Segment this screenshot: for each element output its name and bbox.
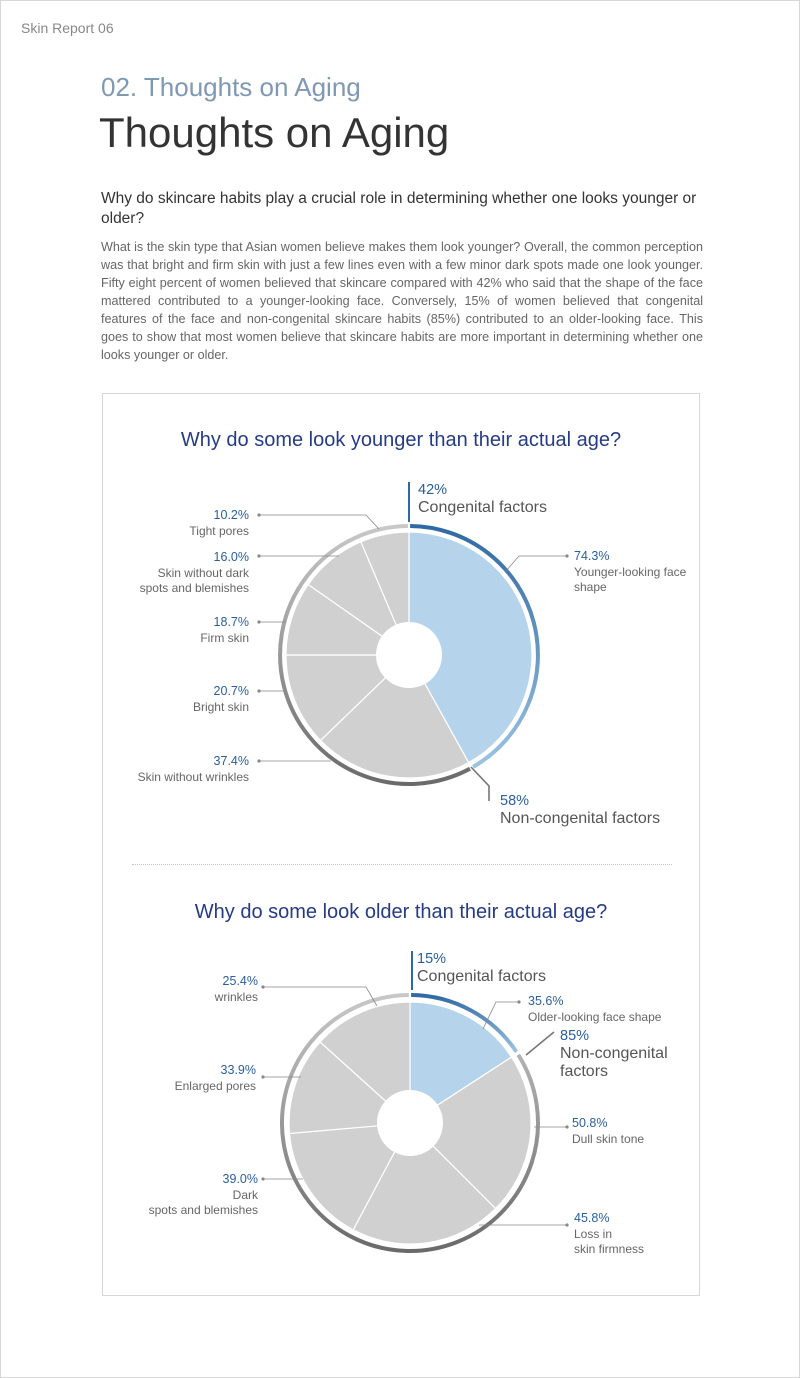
slice-label-3: Dark spots and blemishes — [149, 1188, 259, 1217]
non-congenital-ring-arc — [278, 524, 471, 786]
pie-slice-3 — [285, 583, 411, 656]
group-label-1: Non-congenital factors — [560, 1045, 668, 1080]
slice-leader-dot-2 — [257, 689, 261, 693]
slice-leader-5 — [259, 514, 380, 530]
pie-slice-1 — [409, 1056, 532, 1210]
intro-question: Why do skincare habits play a crucial ro… — [101, 190, 697, 227]
slice-value-0: 35.6% — [528, 994, 563, 1008]
slice-label-2: Loss in skin firmness — [574, 1227, 644, 1256]
donut-hole — [377, 1090, 443, 1156]
page-title: Thoughts on Aging — [99, 109, 450, 156]
slice-value-1: 37.4% — [214, 754, 249, 768]
slice-label-5: Tight pores — [189, 524, 249, 538]
slice-value-2: 20.7% — [214, 684, 249, 698]
donut-hole — [376, 622, 442, 688]
slice-leader-0 — [482, 1001, 519, 1030]
non-congenital-ring-arc — [280, 993, 540, 1253]
slice-leader-dot-0 — [517, 1000, 521, 1004]
slice-label-0: Younger-looking face shape — [574, 565, 687, 594]
pie-slice-2 — [285, 654, 411, 742]
slice-value-1: 50.8% — [572, 1116, 607, 1130]
slice-leader-dot-4 — [261, 1075, 265, 1079]
slice-label-1: Dull skin tone — [572, 1132, 644, 1146]
group-value-0: 15% — [417, 951, 446, 967]
slice-label-0: Older-looking face shape — [528, 1010, 662, 1024]
group-label-1: Non-congenital factors — [500, 810, 660, 827]
slice-leader-0 — [505, 555, 567, 572]
slice-label-1: Skin without wrinkles — [138, 770, 249, 784]
pie-slice-0 — [408, 531, 533, 764]
slice-label-4: Enlarged pores — [175, 1079, 256, 1093]
congenital-ring-arc — [410, 524, 540, 769]
chart-title-older: Why do some look older than their actual… — [194, 901, 608, 923]
group-leader-line — [525, 1031, 555, 1056]
pie-slice-3 — [288, 1122, 412, 1231]
pie-slice-5 — [360, 531, 410, 656]
group-label-0: Congenital factors — [418, 499, 547, 516]
slice-leader-dot-1 — [257, 759, 261, 763]
slice-value-5: 10.2% — [214, 508, 249, 522]
slice-label-3: Firm skin — [200, 631, 249, 645]
congenital-ring-arc — [411, 993, 519, 1053]
slice-leader-dot-2 — [565, 1223, 569, 1227]
slice-value-0: 74.3% — [574, 549, 609, 563]
section-number-title: 02. Thoughts on Aging — [101, 72, 361, 102]
slice-leader-dot-5 — [257, 513, 261, 517]
group-value-1: 58% — [500, 793, 529, 809]
pie-slice-5 — [319, 1001, 411, 1125]
group-value-0: 42% — [418, 482, 447, 498]
chart-title-younger: Why do some look younger than their actu… — [180, 429, 622, 451]
slice-leader-5 — [263, 986, 378, 1007]
slice-leader-dot-3 — [261, 1177, 265, 1181]
group-leader-line — [470, 766, 490, 801]
slice-leader-dot-1 — [565, 1125, 569, 1129]
slice-value-4: 16.0% — [214, 550, 249, 564]
intro-body: What is the skin type that Asian women b… — [101, 240, 703, 362]
group-label-0: Congenital factors — [417, 968, 546, 985]
slice-label-5: wrinkles — [214, 990, 258, 1004]
report-label: Skin Report 06 — [21, 20, 114, 36]
pie-slice-1 — [319, 654, 470, 779]
slice-value-3: 39.0% — [223, 1172, 258, 1186]
chart-divider — [132, 864, 672, 865]
pie-slice-2 — [352, 1122, 497, 1245]
slice-leader-dot-5 — [261, 985, 265, 989]
slice-value-3: 18.7% — [214, 615, 249, 629]
group-value-1: 85% — [560, 1028, 589, 1044]
slice-leader-dot-3 — [257, 620, 261, 624]
slice-leader-dot-4 — [257, 554, 261, 558]
slice-value-2: 45.8% — [574, 1211, 609, 1225]
slice-leader-dot-0 — [565, 554, 569, 558]
slice-label-2: Bright skin — [193, 700, 249, 714]
pie-chart-1: 15%Congenital factors 85%Non-congenital fa… — [149, 951, 668, 1256]
slice-label-4: Skin without dark spots and blemishes — [140, 566, 250, 595]
slice-value-4: 33.9% — [221, 1063, 256, 1077]
pie-slice-0 — [409, 1001, 513, 1125]
slice-value-5: 25.4% — [223, 974, 258, 988]
pie-chart-0: 42%Congenital factors 58%Non-congenital f… — [138, 482, 687, 827]
